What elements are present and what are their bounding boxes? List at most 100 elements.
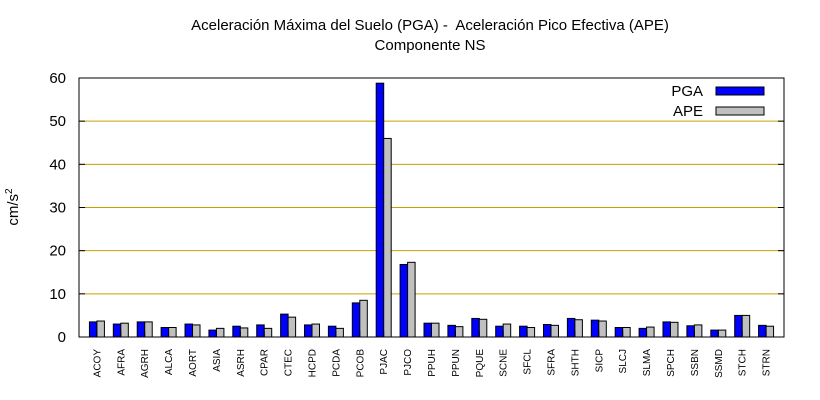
x-tick-label: STCH: [738, 349, 749, 376]
x-tick-label: SHTH: [570, 349, 581, 376]
y-axis-label-base: cm/s: [5, 194, 22, 226]
bar-pga-pjco: [399, 263, 409, 338]
x-axis-ticks: ACOY AFRA AGRH ALCA AORT ASIA ASRH CPAR CTEC HCPD…: [92, 331, 773, 378]
bar-pga-pque: [471, 317, 480, 338]
x-tick-label: SFCL: [523, 349, 534, 375]
bar-ape-sfra: [550, 324, 559, 338]
bar-ape-cpar: [263, 327, 273, 338]
x-tick-label: CPAR: [260, 349, 271, 376]
y-axis-label-sup: 2: [4, 188, 15, 194]
bar-pga-ctec: [280, 313, 289, 338]
bar-pga-scne: [495, 325, 504, 338]
y-tick-label: 30: [49, 200, 66, 217]
bar-pga-sfra: [542, 323, 552, 338]
bar-pga-hcpd: [304, 324, 313, 338]
bar-pga-strn: [758, 324, 767, 338]
bar-pga-slcj: [614, 327, 624, 338]
bar-ape-hcpd: [311, 323, 321, 338]
y-axis-label: cm/s2: [4, 188, 22, 226]
x-tick-label: SFRA: [546, 349, 557, 376]
bar-pga-ppuh: [423, 322, 432, 338]
bar-ape-shth: [574, 319, 583, 338]
y-tick-label: 50: [49, 113, 66, 130]
x-tick-label: ASIA: [212, 349, 223, 372]
x-tick-label: STRN: [762, 349, 773, 376]
bar-pga-pcda: [327, 325, 337, 338]
x-tick-label: CTEC: [284, 349, 295, 376]
x-tick-label: AORT: [188, 349, 199, 377]
x-tick-label: AFRA: [116, 349, 127, 376]
legend-swatch-pga: [715, 86, 765, 96]
y-tick-label: 40: [49, 156, 66, 173]
x-tick-label: ALCA: [164, 349, 175, 375]
bar-ape-pcob: [359, 299, 368, 338]
x-tick-label: SSBN: [690, 349, 701, 376]
x-tick-label: PCDA: [331, 349, 342, 377]
x-tick-label: PPUH: [427, 349, 438, 377]
x-tick-label: PCOB: [355, 349, 366, 378]
bar-pga-stch: [734, 314, 743, 338]
x-tick-label: SLMA: [642, 349, 653, 377]
bar-ape-stch: [741, 314, 751, 338]
bar-pga-cpar: [256, 324, 265, 338]
bar-ape-aort: [192, 324, 201, 338]
x-tick-label: SCNE: [499, 349, 510, 377]
bar-pga-afra: [112, 323, 122, 338]
x-tick-label: AGRH: [140, 349, 151, 378]
bar-ape-ctec: [287, 316, 297, 338]
bar-ape-pjac: [383, 137, 392, 338]
y-tick-label: 60: [49, 70, 66, 87]
bar-pga-shth: [566, 317, 576, 338]
x-tick-label: SLCJ: [618, 349, 629, 373]
bar-pga-agrh: [136, 321, 146, 338]
x-tick-label: ASRH: [236, 349, 247, 377]
x-tick-label: HCPD: [308, 349, 319, 377]
x-tick-label: SSMD: [714, 349, 725, 378]
legend: PGA APE: [671, 83, 765, 120]
bar-pga-aort: [184, 323, 194, 338]
bar-ape-ssmd: [717, 329, 727, 338]
x-tick-label: PJCO: [403, 349, 414, 376]
bar-ape-asia: [215, 327, 225, 338]
bar-ape-asrh: [239, 327, 249, 338]
bar-ape-ppun: [454, 326, 464, 338]
bar-ape-alca: [168, 327, 177, 338]
bar-ape-sfcl: [526, 327, 536, 338]
x-tick-label: PPUN: [451, 349, 462, 377]
bar-pga-ssmd: [710, 329, 719, 338]
bar-pga-ppun: [447, 324, 456, 338]
bar-ape-pjco: [407, 261, 416, 338]
x-tick-label: SICP: [594, 349, 605, 373]
bar-pga-alca: [160, 327, 170, 338]
bar-ape-pcda: [335, 327, 344, 338]
bar-pga-asrh: [232, 325, 241, 338]
legend-label-pga: PGA: [671, 83, 703, 100]
chart-title: Aceleración Máxima del Suelo (PGA) - Ace…: [191, 17, 669, 34]
x-tick-label: PJAC: [379, 349, 390, 375]
bar-ape-sicp: [598, 320, 607, 338]
bar-ape-ppuh: [431, 322, 440, 338]
chart-subtitle: Componente NS: [374, 37, 486, 54]
bar-pga-pcob: [351, 302, 361, 338]
bar-pga-sicp: [590, 319, 600, 338]
bar-pga-spch: [662, 321, 671, 338]
bar-ape-ssbn: [693, 324, 703, 338]
bar-pga-asia: [208, 329, 217, 338]
bar-pga-pjac: [375, 82, 385, 338]
bar-ape-agrh: [144, 321, 153, 338]
bar-pga-sfcl: [519, 325, 528, 338]
bar-ape-acoy: [96, 320, 105, 338]
bar-ape-slma: [646, 326, 655, 338]
x-tick-label: ACOY: [92, 349, 103, 378]
legend-swatch-ape: [715, 106, 765, 116]
chart-title-block: Aceleración Máxima del Suelo (PGA) - Ace…: [0, 16, 820, 56]
bar-pga-ssbn: [686, 325, 695, 338]
bar-ape-spch: [669, 321, 679, 338]
legend-label-ape: APE: [673, 103, 703, 120]
bar-ape-scne: [502, 323, 512, 338]
y-tick-label: 0: [58, 329, 66, 346]
bar-pga-slma: [638, 327, 648, 338]
x-tick-label: PQUE: [475, 349, 486, 378]
x-tick-label: SPCH: [666, 349, 677, 377]
